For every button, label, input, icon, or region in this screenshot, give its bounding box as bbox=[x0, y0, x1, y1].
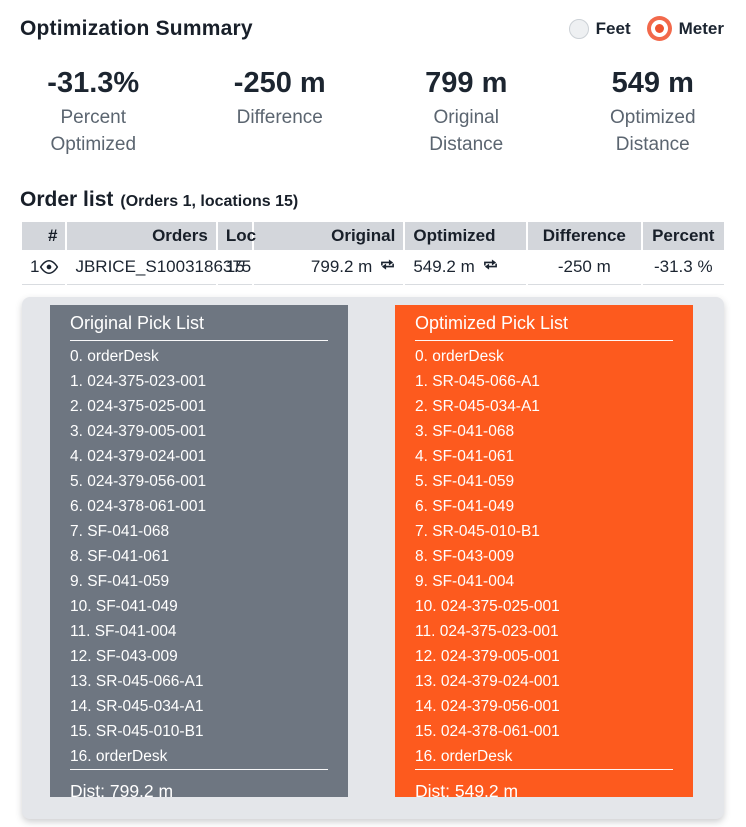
pick-list-item: 1. 024-375-023-001 bbox=[70, 373, 207, 390]
pick-list-item: 16. orderDesk bbox=[70, 748, 168, 765]
pick-list-item: 7. SR-045-010-B1 bbox=[415, 523, 540, 540]
col-header-num: # bbox=[22, 222, 66, 250]
stat-label: Difference bbox=[236, 107, 323, 128]
pick-list-item: 10. 024-375-025-001 bbox=[415, 598, 560, 615]
pick-list-item: 6. 024-378-061-001 bbox=[70, 498, 207, 515]
pick-list-item: 14. SR-045-034-A1 bbox=[70, 698, 204, 715]
page-title: Optimization Summary bbox=[20, 16, 253, 40]
col-header-difference: Difference bbox=[528, 222, 641, 250]
optimized-distance-cell: 549.2 m bbox=[405, 252, 527, 285]
pick-list-item: 4. 024-379-024-001 bbox=[70, 448, 207, 465]
pick-list-item: 1. SR-045-066-A1 bbox=[415, 373, 540, 390]
original-pick-list-items: 0. orderDesk 1. 024-375-023-001 2. 024-375… bbox=[70, 344, 328, 769]
pick-list-item: 8. SF-041-061 bbox=[70, 548, 170, 565]
original-pick-list-title: Original Pick List bbox=[70, 311, 328, 341]
unit-meter-label: Meter bbox=[678, 18, 724, 38]
optimized-pick-list-card: Optimized Pick List 0. orderDesk 1. SR-04… bbox=[395, 305, 693, 801]
original-pick-list-card: Original Pick List 0. orderDesk 1. 024-37… bbox=[50, 305, 348, 801]
locations-cell: 15 bbox=[217, 252, 253, 285]
pick-list-item: 8. SF-043-009 bbox=[415, 548, 515, 565]
swap-route-icon[interactable] bbox=[372, 257, 395, 272]
pick-list-item: 9. SF-041-004 bbox=[415, 573, 515, 590]
stat-value: 799 m bbox=[425, 67, 508, 99]
orders-table: # Orders Loc Original Optimized Differen… bbox=[20, 220, 726, 287]
stat-original-distance: 799 m Original Distance bbox=[373, 67, 560, 158]
optimized-pick-list-title: Optimized Pick List bbox=[415, 311, 673, 341]
pick-list-item: 10. SF-041-049 bbox=[70, 598, 178, 615]
eye-icon[interactable] bbox=[39, 259, 59, 275]
stat-value: -31.3% bbox=[47, 67, 140, 99]
pick-list-item: 9. SF-041-059 bbox=[70, 573, 170, 590]
unit-option-feet[interactable]: Feet bbox=[568, 18, 631, 39]
pick-list-item: 3. SF-041-068 bbox=[415, 423, 515, 440]
col-header-percent: Percent bbox=[642, 222, 724, 250]
stat-label: Original Distance bbox=[429, 107, 504, 155]
optimized-pick-list-items: 0. orderDesk 1. SR-045-066-A1 2. SR-045-03… bbox=[415, 344, 673, 769]
pick-list-item: 7. SF-041-068 bbox=[70, 523, 170, 540]
swap-route-icon[interactable] bbox=[475, 257, 498, 272]
col-header-loc: Loc bbox=[217, 222, 256, 250]
pick-list-item: 13. SR-045-066-A1 bbox=[70, 673, 204, 690]
pick-list-item: 2. 024-375-025-001 bbox=[70, 398, 207, 415]
pick-list-item: 11. 024-375-023-001 bbox=[415, 623, 559, 640]
original-distance-total: Dist: 799.2 m bbox=[70, 769, 328, 802]
stat-value: -250 m bbox=[233, 67, 326, 99]
optimized-distance-total: Dist: 549.2 m bbox=[415, 769, 673, 802]
order-list-title: Order list bbox=[20, 188, 114, 211]
table-row: 1 JBRICE_S1003186375 15 799.2 m bbox=[22, 252, 724, 285]
radio-checked-icon[interactable] bbox=[646, 16, 672, 41]
unit-toggle-group: Feet Meter bbox=[568, 16, 724, 41]
original-distance-value: 799.2 m bbox=[310, 257, 373, 276]
pick-list-item: 5. 024-379-056-001 bbox=[70, 473, 207, 490]
stat-value: 549 m bbox=[611, 67, 694, 99]
pick-list-item: 6. SF-041-049 bbox=[415, 498, 515, 515]
col-header-original: Original bbox=[254, 222, 404, 250]
pick-lists-panel: Original Pick List 0. orderDesk 1. 024-37… bbox=[22, 297, 724, 819]
summary-stats: -31.3% Percent Optimized -250 m Differen… bbox=[0, 67, 746, 158]
original-distance-cell: 799.2 m bbox=[254, 252, 404, 285]
pick-list-item: 5. SF-041-059 bbox=[415, 473, 515, 490]
row-number: 1 bbox=[30, 257, 40, 276]
percent-cell: -31.3 % bbox=[642, 252, 724, 285]
stat-optimized-distance: 549 m Optimized Distance bbox=[560, 67, 746, 158]
order-id-cell: JBRICE_S1003186375 bbox=[67, 252, 251, 285]
stat-label: Optimized Distance bbox=[609, 107, 696, 155]
pick-list-item: 11. SF-041-004 bbox=[70, 623, 177, 640]
radio-unchecked-icon[interactable] bbox=[568, 18, 589, 39]
pick-list-item: 12. 024-379-005-001 bbox=[415, 648, 560, 665]
table-header-row: # Orders Loc Original Optimized Differen… bbox=[22, 222, 724, 250]
pick-list-item: 0. orderDesk bbox=[415, 348, 504, 365]
pick-list-item: 3. 024-379-005-001 bbox=[70, 423, 207, 440]
stat-label: Percent Optimized bbox=[50, 107, 137, 155]
header: Optimization Summary Feet Meter bbox=[0, 0, 746, 41]
pick-list-item: 16. orderDesk bbox=[415, 748, 513, 765]
pick-list-item: 4. SF-041-061 bbox=[415, 448, 515, 465]
pick-list-item: 14. 024-379-056-001 bbox=[415, 698, 560, 715]
order-list-heading: Order list (Orders 1, locations 15) bbox=[20, 188, 726, 212]
col-header-orders: Orders bbox=[67, 222, 216, 250]
pick-list-item: 0. orderDesk bbox=[70, 348, 159, 365]
pick-list-item: 12. SF-043-009 bbox=[70, 648, 178, 665]
unit-option-meter[interactable]: Meter bbox=[646, 16, 724, 41]
pick-list-item: 15. 024-378-061-001 bbox=[415, 723, 560, 740]
row-number-cell: 1 bbox=[22, 252, 66, 285]
stat-difference: -250 m Difference bbox=[187, 67, 374, 158]
unit-feet-label: Feet bbox=[595, 18, 631, 38]
pick-list-item: 2. SR-045-034-A1 bbox=[415, 398, 540, 415]
col-header-optimized: Optimized bbox=[405, 222, 527, 250]
pick-list-item: 13. 024-379-024-001 bbox=[415, 673, 560, 690]
order-list-subtitle: (Orders 1, locations 15) bbox=[120, 193, 299, 210]
optimized-distance-value: 549.2 m bbox=[413, 257, 475, 276]
pick-list-item: 15. SR-045-010-B1 bbox=[70, 723, 204, 740]
stat-percent-optimized: -31.3% Percent Optimized bbox=[0, 67, 187, 158]
difference-cell: -250 m bbox=[528, 252, 641, 285]
